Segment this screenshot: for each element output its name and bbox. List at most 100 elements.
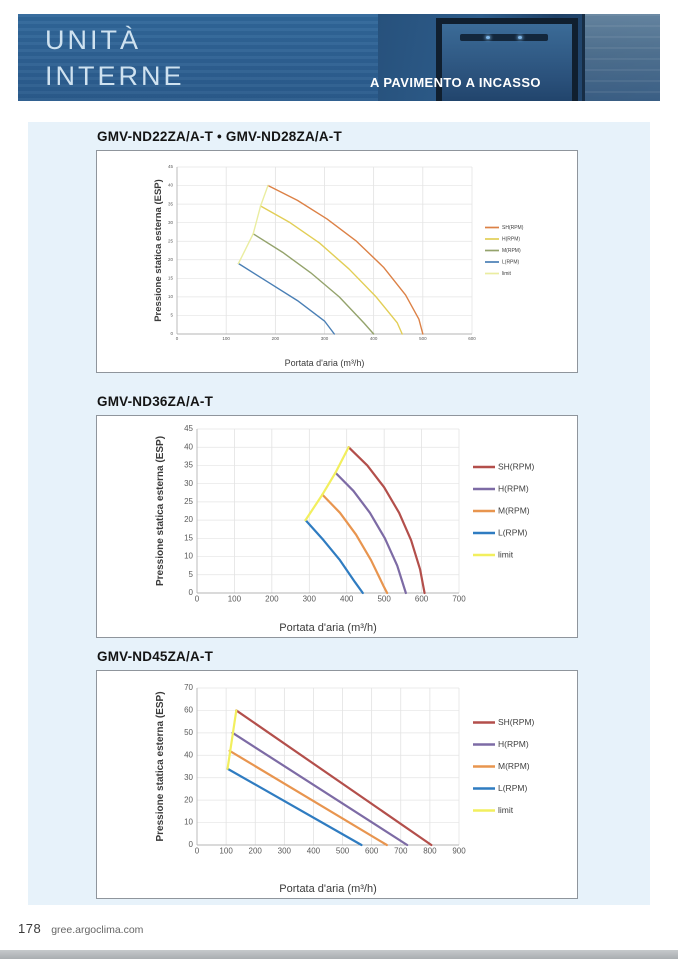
svg-text:500: 500 [377, 595, 391, 604]
svg-text:700: 700 [394, 847, 408, 856]
svg-text:100: 100 [228, 595, 242, 604]
svg-text:L(RPM): L(RPM) [502, 259, 520, 265]
svg-text:30: 30 [168, 220, 174, 225]
svg-text:300: 300 [278, 847, 292, 856]
fan-curve-chart-nd45: 0 100 200 300 400 500 600 700 800 900 0 10 20 30 40 50 6… [155, 683, 535, 895]
svg-text:H(RPM): H(RPM) [502, 236, 520, 242]
photo-door-frame [436, 18, 578, 101]
svg-text:Pressione statica esterna (ESP: Pressione statica esterna (ESP) [155, 436, 166, 586]
svg-text:35: 35 [184, 461, 193, 470]
svg-text:500: 500 [419, 336, 427, 341]
svg-text:0: 0 [195, 595, 200, 604]
svg-text:40: 40 [168, 183, 174, 188]
svg-text:5: 5 [189, 570, 194, 579]
svg-text:SH(RPM): SH(RPM) [498, 461, 535, 471]
svg-text:limit: limit [502, 271, 511, 277]
site-url: gree.argoclima.com [51, 924, 144, 936]
svg-text:25: 25 [168, 238, 174, 243]
svg-text:H(RPM): H(RPM) [498, 483, 529, 493]
svg-text:L(RPM): L(RPM) [498, 527, 527, 537]
model-title-nd45: GMV-ND45ZA/A-T [97, 649, 214, 664]
category-label: A PAVIMENTO A INCASSO [370, 75, 541, 90]
svg-text:Portata d'aria (m³/h): Portata d'aria (m³/h) [279, 883, 376, 895]
svg-text:M(RPM): M(RPM) [498, 505, 530, 515]
svg-text:10: 10 [168, 294, 174, 299]
svg-text:10: 10 [184, 552, 193, 561]
svg-text:Pressione statica esterna (ESP: Pressione statica esterna (ESP) [155, 691, 166, 841]
svg-text:30: 30 [184, 479, 193, 488]
svg-text:700: 700 [452, 595, 466, 604]
svg-text:0: 0 [195, 847, 200, 856]
svg-text:100: 100 [222, 336, 230, 341]
svg-text:Portata d'aria (m³/h): Portata d'aria (m³/h) [279, 622, 376, 634]
content-panel: GMV-ND22ZA/A-T • GMV-ND28ZA/A-T 0 100 200 3… [28, 122, 650, 905]
photo-light-dot [518, 36, 522, 39]
svg-text:900: 900 [452, 847, 466, 856]
svg-text:300: 300 [321, 336, 329, 341]
svg-text:70: 70 [184, 683, 193, 692]
svg-text:20: 20 [184, 795, 193, 804]
svg-text:500: 500 [336, 847, 350, 856]
svg-text:0: 0 [189, 840, 194, 849]
svg-text:0: 0 [189, 588, 194, 597]
svg-text:200: 200 [272, 336, 280, 341]
svg-text:400: 400 [370, 336, 378, 341]
svg-text:20: 20 [184, 515, 193, 524]
svg-text:30: 30 [184, 773, 193, 782]
svg-text:10: 10 [184, 818, 193, 827]
photo-ceiling-unit [460, 34, 548, 41]
svg-text:300: 300 [303, 595, 317, 604]
svg-text:SH(RPM): SH(RPM) [502, 225, 524, 231]
model-title-nd36: GMV-ND36ZA/A-T [97, 394, 214, 409]
svg-text:600: 600 [415, 595, 429, 604]
model-title-nd22-nd28: GMV-ND22ZA/A-T • GMV-ND28ZA/A-T [97, 129, 342, 144]
svg-text:200: 200 [265, 595, 279, 604]
svg-text:5: 5 [170, 313, 173, 318]
page-footer: 178 gree.argoclima.com [18, 921, 143, 936]
svg-text:0: 0 [176, 336, 179, 341]
svg-text:600: 600 [365, 847, 379, 856]
svg-text:H(RPM): H(RPM) [498, 739, 529, 749]
svg-text:limit: limit [498, 805, 514, 815]
photo-wall-panel [582, 14, 660, 101]
svg-text:25: 25 [184, 497, 193, 506]
svg-text:15: 15 [168, 276, 174, 281]
chart-frame-nd45: 0 100 200 300 400 500 600 700 800 900 0 10 20 30 40 50 6… [96, 670, 578, 899]
fan-curve-chart-nd22-nd28: 0 100 200 300 400 500 600 0 5 10 15 20 25 30 35 40 45 SH(… [153, 164, 524, 368]
svg-text:0: 0 [170, 331, 173, 336]
svg-text:L(RPM): L(RPM) [498, 783, 527, 793]
svg-text:20: 20 [168, 257, 174, 262]
chart-frame-nd36: 0 100 200 300 400 500 600 700 0 5 10 15 20 25 30 35 40 45… [96, 415, 578, 638]
svg-text:600: 600 [468, 336, 476, 341]
header-banner: UNITÀ INTERNE A PAVIMENTO A INCASSO [18, 14, 660, 101]
photo-light-dot [486, 36, 490, 39]
svg-text:40: 40 [184, 442, 193, 451]
svg-text:15: 15 [184, 533, 193, 542]
svg-text:Pressione statica esterna (ESP: Pressione statica esterna (ESP) [153, 179, 164, 322]
svg-text:400: 400 [340, 595, 354, 604]
page-title-line1: UNITÀ [45, 25, 141, 55]
svg-text:limit: limit [498, 549, 514, 559]
page-number: 178 [18, 921, 42, 936]
svg-text:45: 45 [168, 164, 174, 169]
svg-text:Portata d'aria (m³/h): Portata d'aria (m³/h) [285, 358, 365, 368]
svg-text:200: 200 [249, 847, 263, 856]
svg-text:45: 45 [184, 424, 193, 433]
svg-text:800: 800 [423, 847, 437, 856]
svg-text:M(RPM): M(RPM) [502, 248, 521, 254]
fan-curve-chart-nd36: 0 100 200 300 400 500 600 700 0 5 10 15 20 25 30 35 40 45… [155, 424, 535, 634]
header-photo [378, 14, 660, 101]
svg-text:100: 100 [219, 847, 233, 856]
svg-text:40: 40 [184, 750, 193, 759]
svg-text:SH(RPM): SH(RPM) [498, 717, 535, 727]
page-title-line2: INTERNE [45, 61, 185, 91]
page-bottom-edge [0, 950, 678, 959]
svg-text:60: 60 [184, 706, 193, 715]
svg-text:M(RPM): M(RPM) [498, 761, 530, 771]
svg-text:35: 35 [168, 201, 174, 206]
page-title: UNITÀ INTERNE [45, 22, 185, 94]
chart-frame-nd22-nd28: 0 100 200 300 400 500 600 0 5 10 15 20 25 30 35 40 45 SH(… [96, 150, 578, 373]
svg-text:400: 400 [307, 847, 321, 856]
svg-text:50: 50 [184, 728, 193, 737]
